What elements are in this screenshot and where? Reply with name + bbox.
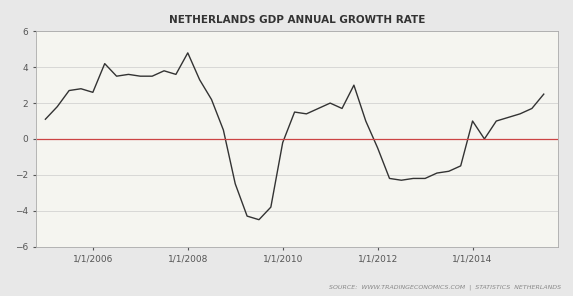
- Title: NETHERLANDS GDP ANNUAL GROWTH RATE: NETHERLANDS GDP ANNUAL GROWTH RATE: [169, 15, 425, 25]
- Text: SOURCE:  WWW.TRADINGECONOMICS.COM  |  STATISTICS  NETHERLANDS: SOURCE: WWW.TRADINGECONOMICS.COM | STATI…: [329, 284, 562, 290]
